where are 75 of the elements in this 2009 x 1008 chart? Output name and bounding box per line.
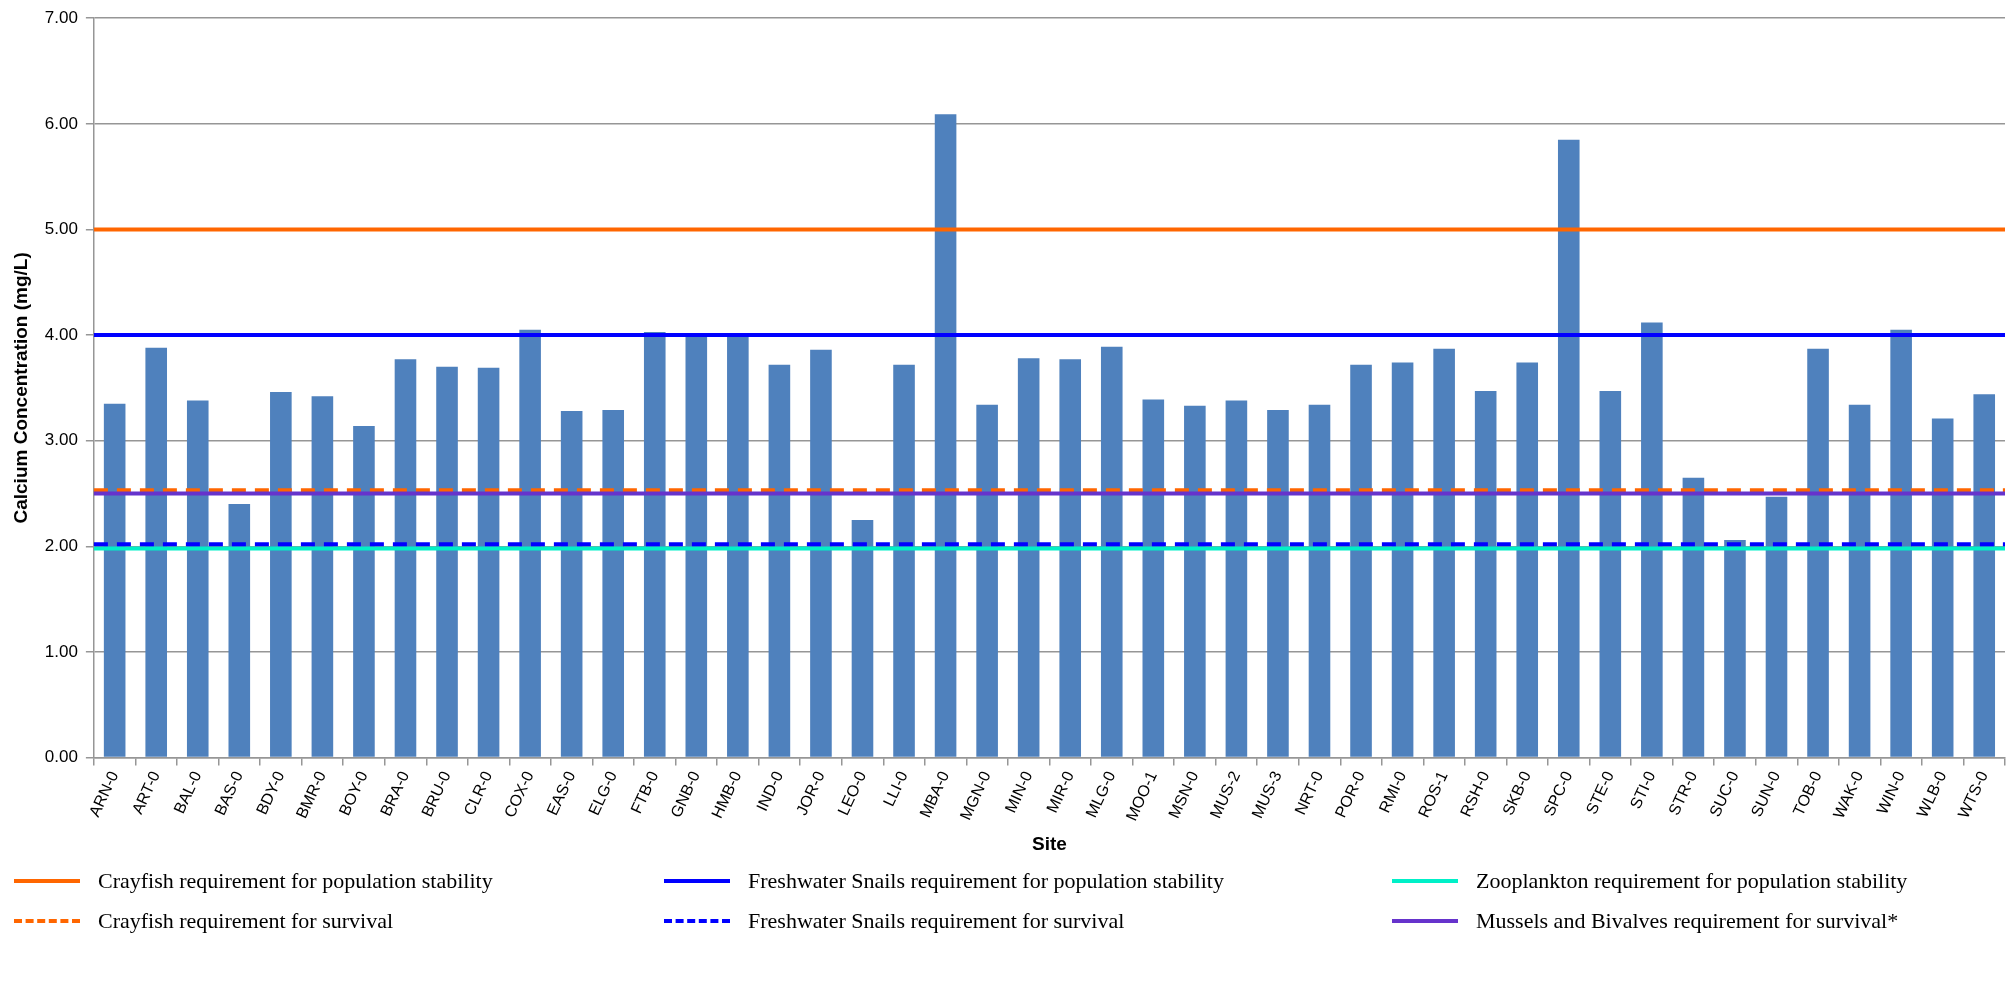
bar (768, 364, 791, 757)
x-tick-label: CLR-0 (460, 768, 496, 818)
bar (1807, 348, 1829, 757)
bar (602, 410, 625, 757)
x-tick-label: STR-0 (1665, 768, 1701, 818)
bar (1765, 496, 1788, 757)
y-tick-label: 3.00 (44, 430, 78, 450)
y-tick-label: 0.00 (44, 747, 78, 767)
bar (1931, 418, 1954, 757)
bar (1184, 405, 1206, 757)
bar (1516, 362, 1539, 757)
bar (727, 335, 749, 757)
bar (103, 403, 126, 757)
legend-label: Crayfish requirement for survival (98, 908, 394, 934)
bar (1100, 346, 1123, 757)
x-tick-label: STI-0 (1626, 768, 1659, 812)
bar (1433, 348, 1455, 757)
bar (643, 331, 666, 757)
x-tick-label: JOR-0 (792, 768, 828, 818)
x-tick-label: STE-0 (1582, 768, 1618, 817)
bar (893, 364, 915, 757)
y-tick-label: 6.00 (44, 113, 78, 133)
y-tick-label: 1.00 (44, 641, 78, 661)
x-tick-label: RMI-0 (1375, 768, 1410, 816)
x-axis-title: Site (1032, 832, 1067, 854)
bar (934, 114, 957, 757)
y-tick-label: 5.00 (44, 219, 78, 239)
bar (311, 396, 334, 757)
bar (519, 329, 541, 757)
bar (1641, 322, 1663, 757)
y-axis-title: Calcium Concentration (mg/L) (9, 252, 31, 524)
x-tick-label: SKB-0 (1498, 768, 1534, 818)
bar (560, 411, 583, 757)
bar (353, 425, 375, 757)
bar (1059, 359, 1082, 757)
bar (436, 366, 458, 757)
bar (1142, 399, 1165, 757)
bar (851, 519, 874, 757)
legend-label: Freshwater Snails requirement for survival (748, 908, 1125, 934)
bar (1308, 404, 1331, 757)
bar (270, 392, 292, 757)
bar (145, 347, 168, 757)
x-tick-label: NRT-0 (1291, 768, 1327, 818)
bar (394, 359, 417, 757)
bar (477, 367, 500, 757)
bar (810, 349, 832, 757)
bar (1682, 477, 1705, 757)
bar (1225, 400, 1248, 757)
bar (1474, 391, 1497, 757)
legend-label: Crayfish requirement for population stability (98, 868, 493, 894)
bar (1350, 364, 1372, 757)
bar (1724, 539, 1746, 757)
bar (1017, 358, 1040, 757)
bar (976, 404, 998, 757)
bar (1391, 362, 1414, 757)
bar (1848, 404, 1871, 757)
legend-label: Freshwater Snails requirement for population stability (748, 868, 1224, 894)
y-tick-label: 4.00 (44, 324, 78, 344)
x-tick-label: MIN-0 (1001, 768, 1036, 816)
bar (228, 504, 251, 757)
y-tick-label: 7.00 (44, 7, 78, 27)
legend-label: Mussels and Bivalves requirement for survival* (1476, 908, 1899, 934)
y-tick-label: 2.00 (44, 536, 78, 555)
bar (1267, 410, 1289, 757)
bar (1973, 394, 1996, 757)
x-tick-label: ART-0 (128, 768, 163, 817)
bar (1599, 391, 1622, 757)
bar (186, 400, 209, 757)
x-tick-label: IND-0 (753, 768, 787, 814)
x-tick-label: MIR-0 (1043, 768, 1077, 816)
bar (685, 334, 708, 757)
bar (1890, 329, 1912, 757)
legend-label: Zooplankton requirement for population stability (1476, 868, 1908, 894)
bar (1557, 139, 1580, 757)
x-tick-label: LLI-0 (879, 768, 911, 809)
